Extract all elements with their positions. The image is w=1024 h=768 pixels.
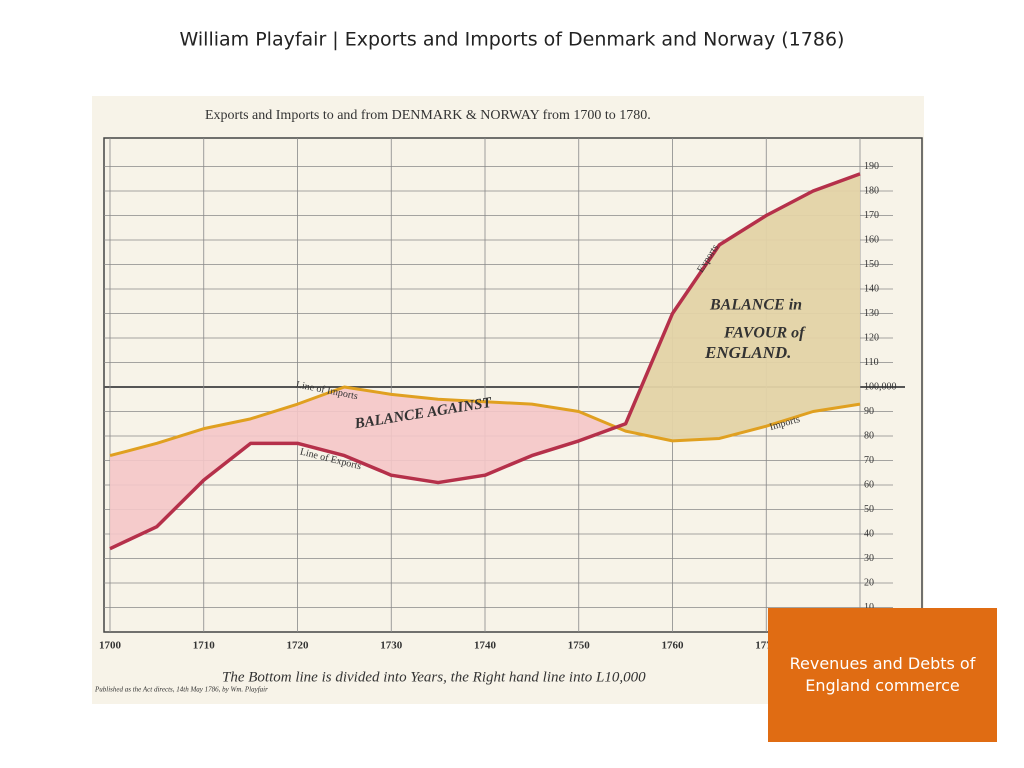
y-tick-label: 170: [864, 210, 879, 221]
y-tick-label: 120: [864, 332, 879, 343]
x-tick-label: 1700: [99, 640, 122, 652]
callout: Revenues and Debts of England commerce: [768, 608, 997, 742]
y-tick-label: 130: [864, 308, 879, 319]
chart-title: Exports and Imports to and from DENMARK …: [205, 108, 651, 123]
annotation: BALANCE in: [709, 297, 802, 314]
y-tick-label: 30: [864, 553, 874, 564]
series-line: [109, 172, 861, 551]
x-tick-label: 1740: [474, 640, 497, 652]
y-tick-label: 140: [864, 283, 879, 294]
y-tick-label: 80: [864, 430, 874, 441]
slide-title: William Playfair | Exports and Imports o…: [180, 29, 845, 51]
annotation: Published as the Act directs, 14th May 1…: [94, 686, 268, 694]
x-tick-label: 1750: [568, 640, 591, 652]
y-tick-label: 50: [864, 504, 874, 515]
y-tick-label: 70: [864, 455, 874, 466]
x-axis-label: The Bottom line is divided into Years, t…: [222, 669, 646, 685]
y-tick-label: 160: [864, 234, 879, 245]
x-tick-label: 1710: [193, 640, 216, 652]
plot-frame: [103, 137, 923, 633]
annotation: ENGLAND.: [704, 343, 791, 362]
series-line: [109, 385, 861, 458]
y-tick-label: 150: [864, 259, 879, 270]
y-tick-label: 90: [864, 406, 874, 417]
y-tick-label: 10: [864, 602, 874, 613]
y-tick-label: 20: [864, 577, 874, 588]
y-tick-label: 40: [864, 528, 874, 539]
y-tick-label: 190: [864, 161, 879, 172]
y-tick-label: 110: [864, 357, 879, 368]
annotation: FAVOUR of: [723, 325, 806, 342]
y-tick-label: 60: [864, 479, 874, 490]
y-tick-label: 100,000: [864, 381, 897, 392]
y-tick-label: 180: [864, 185, 879, 196]
x-tick-label: 1720: [287, 640, 310, 652]
x-tick-label: 1730: [380, 640, 403, 652]
x-tick-label: 1760: [662, 640, 685, 652]
